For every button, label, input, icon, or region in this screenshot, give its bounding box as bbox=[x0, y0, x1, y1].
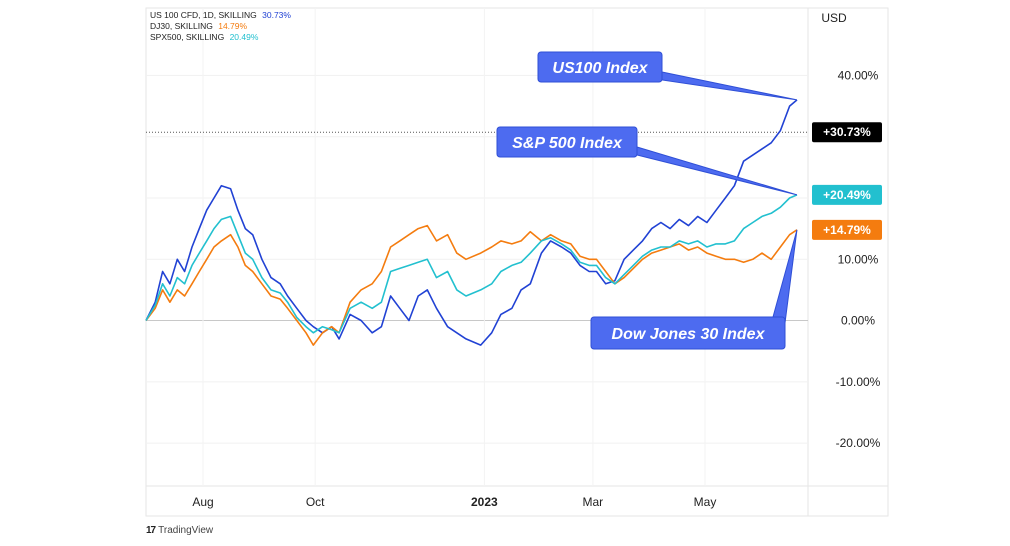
y-tick-label: 0.00% bbox=[841, 314, 875, 328]
last-value-badge bbox=[812, 219, 882, 240]
x-tick-label: 2023 bbox=[471, 495, 498, 509]
series-line bbox=[145, 194, 798, 334]
legend-value: 30.73% bbox=[262, 10, 291, 20]
footer-brand[interactable]: TradingView bbox=[158, 525, 214, 536]
series-line bbox=[145, 224, 798, 346]
y-tick-label: -10.00% bbox=[836, 375, 881, 389]
last-value-label: +14.79% bbox=[823, 223, 871, 237]
legend-label: SPX500, SKILLING bbox=[150, 32, 225, 42]
legend-item-dj30[interactable]: DJ30, SKILLING 14.79% bbox=[150, 21, 291, 32]
callout-box bbox=[496, 126, 638, 158]
x-tick-label: Oct bbox=[306, 495, 325, 509]
legend-item-spx500[interactable]: SPX500, SKILLING 20.49% bbox=[150, 32, 291, 43]
callout-box bbox=[537, 51, 663, 83]
legend-value: 20.49% bbox=[229, 32, 259, 42]
callout-label: US100 Index bbox=[552, 60, 648, 77]
chart-frame bbox=[145, 7, 889, 517]
y-tick-label: 40.00% bbox=[838, 68, 879, 82]
x-tick-label: Aug bbox=[192, 495, 213, 509]
tradingview-logo-icon[interactable]: 17 bbox=[146, 525, 156, 536]
currency-label: USD bbox=[821, 11, 847, 25]
footer: 17 TradingView bbox=[146, 525, 213, 536]
y-tick-label: 10.00% bbox=[838, 252, 879, 266]
last-value-label: +20.49% bbox=[823, 188, 871, 202]
last-value-badge bbox=[812, 122, 882, 143]
y-tick-label: -20.00% bbox=[836, 436, 881, 450]
last-value-label: +30.73% bbox=[823, 125, 871, 139]
legend-label: DJ30, SKILLING bbox=[150, 21, 213, 31]
callout-label: S&P 500 Index bbox=[512, 135, 623, 152]
series-line bbox=[145, 99, 798, 346]
legend-value: 14.79% bbox=[218, 21, 248, 31]
callout-box bbox=[590, 316, 786, 350]
x-tick-label: Mar bbox=[583, 495, 604, 509]
x-tick-label: May bbox=[694, 495, 717, 509]
last-value-badge bbox=[812, 184, 882, 205]
legend-label: US 100 CFD, 1D, SKILLING bbox=[150, 10, 257, 20]
callout-label: Dow Jones 30 Index bbox=[612, 326, 766, 343]
legend: US 100 CFD, 1D, SKILLING 30.73% DJ30, SK… bbox=[150, 10, 291, 43]
legend-item-us100[interactable]: US 100 CFD, 1D, SKILLING 30.73% bbox=[150, 10, 291, 21]
